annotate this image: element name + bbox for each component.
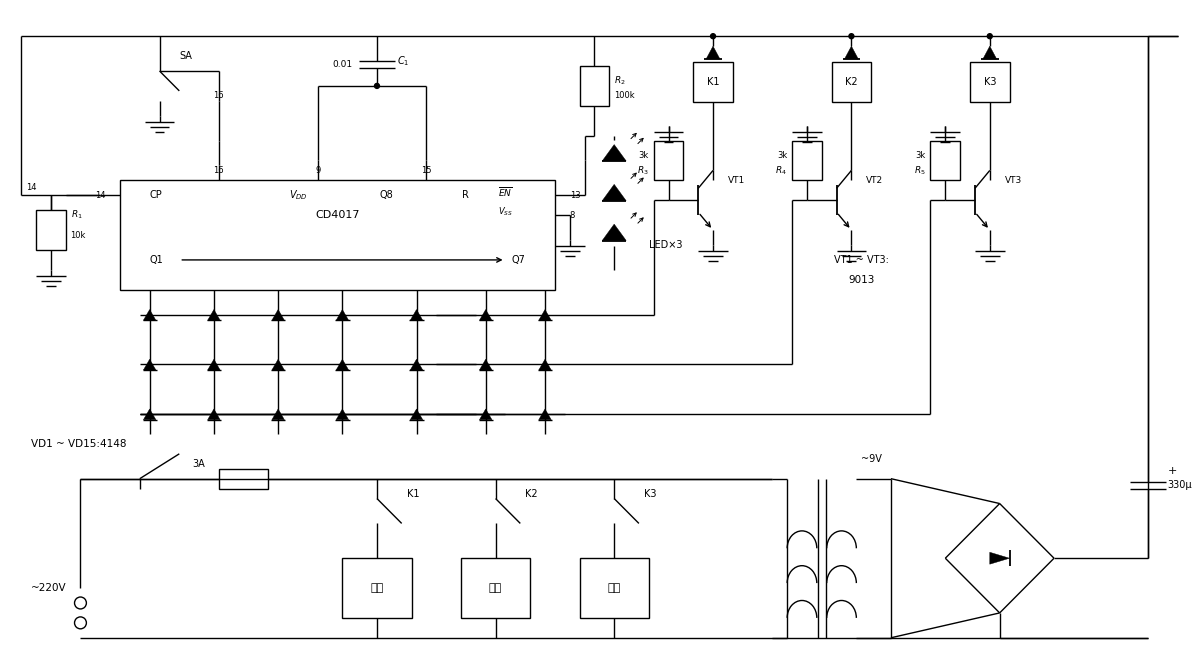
Polygon shape — [410, 359, 423, 370]
Polygon shape — [539, 359, 551, 370]
Text: ~220V: ~220V — [31, 583, 67, 593]
Bar — [120, 181, 555, 290]
Polygon shape — [845, 46, 858, 59]
Circle shape — [375, 84, 380, 88]
Text: K1: K1 — [406, 488, 419, 498]
Text: K2: K2 — [525, 488, 538, 498]
Text: $\overline{EN}$: $\overline{EN}$ — [498, 185, 513, 199]
Text: 330μ: 330μ — [1168, 480, 1192, 490]
Polygon shape — [337, 310, 349, 320]
Polygon shape — [410, 310, 423, 320]
Text: 14: 14 — [26, 183, 37, 192]
Text: R: R — [462, 190, 470, 200]
Polygon shape — [337, 409, 349, 419]
Text: ~9V: ~9V — [860, 454, 882, 464]
Text: 10k: 10k — [71, 231, 86, 240]
Text: 负载: 负载 — [607, 583, 621, 593]
Polygon shape — [479, 310, 492, 320]
Text: 13: 13 — [570, 191, 580, 200]
Bar — [831, 62, 871, 102]
Text: VT2: VT2 — [866, 176, 883, 185]
Text: 16: 16 — [213, 92, 224, 100]
Polygon shape — [207, 359, 220, 370]
Bar — [654, 140, 683, 181]
Polygon shape — [603, 224, 627, 241]
Text: 负载: 负载 — [489, 583, 502, 593]
Text: K3: K3 — [643, 488, 657, 498]
Polygon shape — [144, 359, 156, 370]
Polygon shape — [272, 359, 284, 370]
Text: $R_4$: $R_4$ — [775, 164, 787, 177]
Text: 16: 16 — [213, 166, 224, 175]
Text: Q7: Q7 — [512, 255, 525, 265]
Polygon shape — [603, 185, 627, 201]
Text: 9: 9 — [315, 166, 320, 175]
Polygon shape — [207, 310, 220, 320]
Text: VD1 ~ VD15:4148: VD1 ~ VD15:4148 — [31, 439, 127, 449]
Text: 14: 14 — [95, 191, 105, 200]
Text: 0.01: 0.01 — [332, 60, 352, 68]
Text: 3k: 3k — [639, 151, 649, 160]
Polygon shape — [990, 553, 1010, 564]
Text: 100k: 100k — [615, 92, 635, 100]
Text: $R_1$: $R_1$ — [71, 209, 83, 221]
Text: K1: K1 — [707, 77, 719, 87]
Bar — [694, 62, 733, 102]
Text: $V_{DD}$: $V_{DD}$ — [289, 189, 308, 202]
Polygon shape — [144, 310, 156, 320]
Text: 3A: 3A — [193, 459, 205, 469]
Text: SA: SA — [180, 51, 192, 61]
Text: 9013: 9013 — [848, 275, 875, 285]
Text: VT1 ~ VT3:: VT1 ~ VT3: — [834, 255, 889, 265]
Polygon shape — [144, 409, 156, 419]
Bar — [343, 558, 412, 618]
Bar — [580, 558, 649, 618]
Polygon shape — [706, 46, 720, 59]
Bar — [931, 140, 960, 181]
Bar — [36, 210, 66, 250]
Text: 8: 8 — [570, 211, 575, 219]
Polygon shape — [479, 409, 492, 419]
Text: $R_5$: $R_5$ — [914, 164, 926, 177]
Bar — [580, 66, 610, 106]
Text: LED×3: LED×3 — [649, 240, 683, 250]
Text: $C_1$: $C_1$ — [397, 54, 410, 68]
Bar — [970, 62, 1010, 102]
Text: CP: CP — [150, 190, 163, 200]
Polygon shape — [272, 310, 284, 320]
Polygon shape — [539, 310, 551, 320]
Polygon shape — [603, 145, 627, 161]
Circle shape — [849, 33, 854, 39]
Bar — [219, 469, 268, 488]
Circle shape — [987, 33, 992, 39]
Text: Q1: Q1 — [150, 255, 163, 265]
Text: 3k: 3k — [915, 151, 926, 160]
Text: $R_2$: $R_2$ — [615, 75, 625, 87]
Text: K2: K2 — [845, 77, 858, 87]
Polygon shape — [982, 46, 997, 59]
Polygon shape — [410, 409, 423, 419]
Polygon shape — [272, 409, 284, 419]
Text: +: + — [1168, 466, 1178, 476]
Text: VT3: VT3 — [1005, 176, 1022, 185]
Text: 负载: 负载 — [370, 583, 383, 593]
Circle shape — [710, 33, 715, 39]
Text: $V_{SS}$: $V_{SS}$ — [498, 206, 513, 219]
Text: K3: K3 — [984, 77, 996, 87]
Text: CD4017: CD4017 — [315, 210, 359, 220]
Text: Q8: Q8 — [380, 190, 394, 200]
Polygon shape — [337, 359, 349, 370]
Text: VT1: VT1 — [728, 176, 745, 185]
Text: 3k: 3k — [778, 151, 787, 160]
Text: 15: 15 — [422, 166, 431, 175]
Bar — [461, 558, 531, 618]
Text: $R_3$: $R_3$ — [637, 164, 649, 177]
Polygon shape — [207, 409, 220, 419]
Polygon shape — [479, 359, 492, 370]
Polygon shape — [539, 409, 551, 419]
Bar — [792, 140, 822, 181]
